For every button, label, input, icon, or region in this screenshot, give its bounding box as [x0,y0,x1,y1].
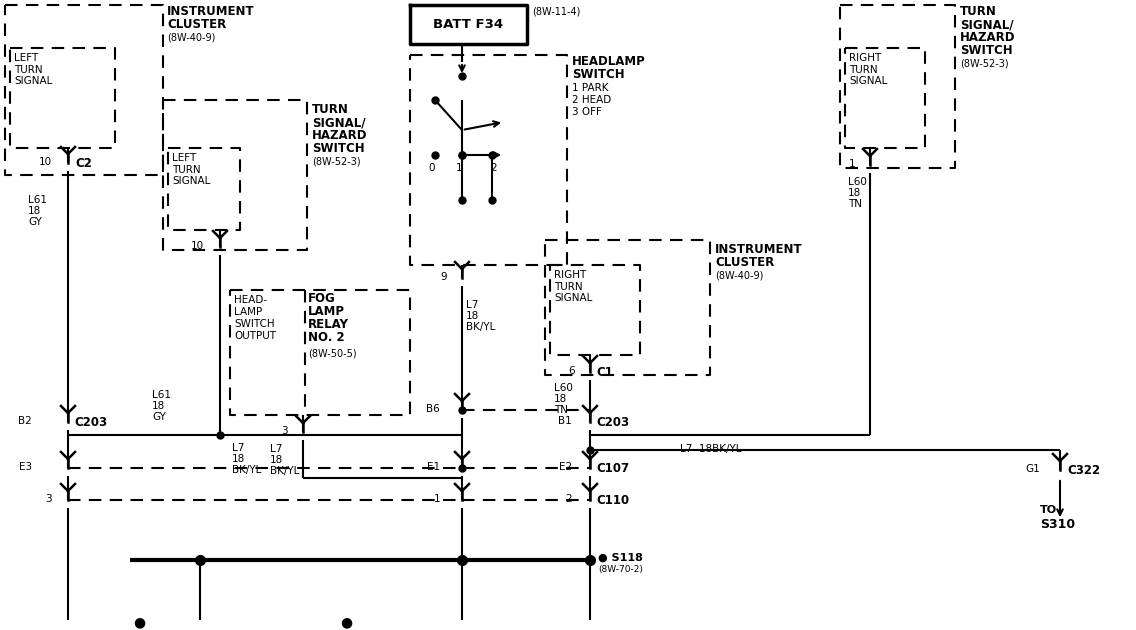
Text: SWITCH: SWITCH [234,319,275,329]
Text: ●: ● [340,615,352,629]
Text: HAZARD: HAZARD [960,31,1016,44]
Text: LAMP: LAMP [234,307,262,317]
Text: 18: 18 [28,206,41,216]
Text: L60: L60 [554,383,573,393]
Text: 1 PARK: 1 PARK [573,83,609,93]
Text: 18: 18 [466,311,479,321]
Text: BK/YL: BK/YL [466,322,495,332]
Text: TURN: TURN [960,5,997,18]
Text: 2 HEAD: 2 HEAD [573,95,611,105]
Text: BK/YL: BK/YL [232,465,261,475]
Text: 3: 3 [282,426,289,436]
Text: SWITCH: SWITCH [960,44,1012,57]
Text: L7: L7 [466,300,478,310]
Text: B2: B2 [18,416,32,426]
Text: SWITCH: SWITCH [573,68,625,81]
Text: CLUSTER: CLUSTER [715,256,775,269]
Text: (8W-40-9): (8W-40-9) [167,33,216,43]
Text: RIGHT
TURN
SIGNAL: RIGHT TURN SIGNAL [849,53,887,86]
Text: TURN: TURN [312,103,349,116]
Text: 1: 1 [433,494,440,504]
Text: 1: 1 [456,163,462,173]
Text: (8W-52-3): (8W-52-3) [960,59,1009,69]
Text: RIGHT
TURN
SIGNAL: RIGHT TURN SIGNAL [554,270,592,303]
Text: 2: 2 [491,163,498,173]
Text: L7: L7 [270,444,283,454]
Text: TN: TN [554,405,568,415]
Text: C107: C107 [596,462,629,475]
Text: 10: 10 [39,157,52,167]
Text: (8W-11-4): (8W-11-4) [532,7,580,17]
Text: 3 OFF: 3 OFF [573,107,602,117]
Text: GY: GY [152,412,166,422]
Text: ● S118: ● S118 [598,553,643,563]
Text: INSTRUMENT: INSTRUMENT [167,5,254,18]
Text: (8W-52-3): (8W-52-3) [312,157,360,167]
Text: HEAD-: HEAD- [234,295,267,305]
Text: L7: L7 [232,443,244,453]
Text: LEFT
TURN
SIGNAL: LEFT TURN SIGNAL [14,53,52,86]
Text: 6: 6 [568,366,575,376]
Text: L61: L61 [28,195,47,205]
Text: L61: L61 [152,390,172,400]
Text: C322: C322 [1067,464,1100,477]
Text: GY: GY [28,217,42,227]
Text: G1: G1 [1026,464,1039,474]
Text: E1: E1 [427,462,440,472]
Text: 9: 9 [441,272,446,282]
Text: 0: 0 [428,163,435,173]
Text: FOG: FOG [308,292,336,305]
Text: L7  18BK/YL: L7 18BK/YL [680,444,742,454]
Text: 18: 18 [232,454,245,464]
Text: C203: C203 [74,416,107,429]
Text: (8W-50-5): (8W-50-5) [308,348,357,358]
Text: INSTRUMENT: INSTRUMENT [715,243,803,256]
Text: CLUSTER: CLUSTER [167,18,226,31]
Text: E3: E3 [19,462,32,472]
Text: C203: C203 [596,416,629,429]
Text: RELAY: RELAY [308,318,349,331]
Text: HEADLAMP: HEADLAMP [573,55,645,68]
Text: ●: ● [133,615,145,629]
Text: B1: B1 [558,416,573,426]
Text: BK/YL: BK/YL [270,466,300,476]
Text: E2: E2 [559,462,573,472]
Text: TO: TO [1039,505,1058,515]
Text: C1: C1 [596,366,613,379]
Text: 18: 18 [270,455,283,465]
Text: NO. 2: NO. 2 [308,331,344,344]
Text: SIGNAL/: SIGNAL/ [960,18,1013,31]
Text: SIGNAL/: SIGNAL/ [312,116,366,129]
Text: L60: L60 [847,177,867,187]
Text: 18: 18 [554,394,567,404]
Text: HAZARD: HAZARD [312,129,368,142]
Text: 1: 1 [849,159,855,169]
Text: BATT F34: BATT F34 [433,18,503,32]
Text: (8W-70-2): (8W-70-2) [598,565,643,574]
Text: SWITCH: SWITCH [312,142,365,155]
Text: 3: 3 [45,494,52,504]
Text: LEFT
TURN
SIGNAL: LEFT TURN SIGNAL [172,153,210,186]
Text: 18: 18 [847,188,861,198]
Text: LAMP: LAMP [308,305,345,318]
Text: 2: 2 [566,494,573,504]
Text: C2: C2 [75,157,92,170]
Text: B6: B6 [426,404,440,414]
Text: (8W-40-9): (8W-40-9) [715,271,763,281]
Text: 18: 18 [152,401,165,411]
Text: OUTPUT: OUTPUT [234,331,276,341]
Text: S310: S310 [1039,518,1075,531]
Text: 10: 10 [191,241,204,251]
Text: C110: C110 [596,494,629,507]
Text: TN: TN [847,199,862,209]
